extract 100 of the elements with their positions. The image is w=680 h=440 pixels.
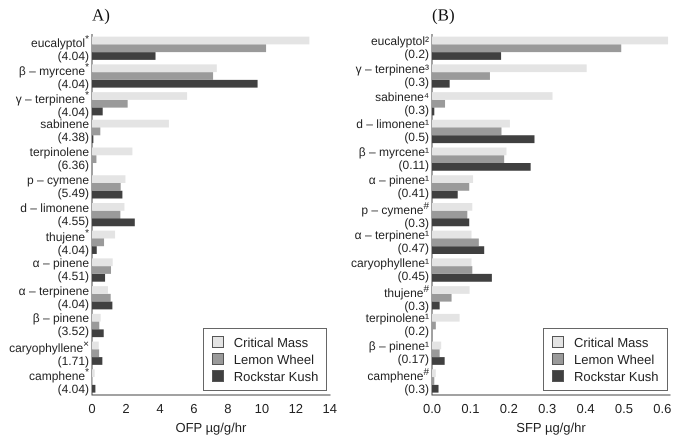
y-tick-label: caryophyllene¹ (0.45) [350, 256, 429, 284]
bar [432, 342, 442, 350]
y-tick-label: sabinene⁴ (0.3) [375, 90, 429, 117]
bar [92, 72, 214, 80]
bar [432, 120, 510, 128]
bar [92, 266, 112, 274]
bar [432, 314, 460, 322]
bar [432, 322, 436, 330]
x-tick-label: 0 [88, 401, 96, 416]
legend-label: Critical Mass [234, 334, 308, 350]
y-tick-label: β – myrcene¹ (0.11) [358, 145, 429, 172]
bar [92, 294, 111, 302]
bar [432, 148, 506, 156]
bar [92, 36, 310, 44]
y-tick-label: α – terpinene¹ (0.47) [354, 228, 429, 256]
bar [432, 175, 474, 183]
bar [432, 100, 446, 108]
bar [92, 230, 116, 238]
bar [432, 44, 622, 52]
x-tick-label: 0.3 [538, 401, 556, 416]
bar [432, 238, 479, 246]
bar [92, 92, 188, 100]
x-tick-label: 4 [156, 401, 164, 416]
y-tick-label: eucalyptol² (0.2) [370, 34, 429, 62]
chart-title: A) [92, 6, 110, 25]
y-tick-label: sabinene (4.38) [40, 117, 89, 144]
bar [432, 182, 470, 191]
bar [92, 64, 217, 72]
bar [92, 238, 104, 246]
bar [432, 266, 472, 274]
y-tick-label: α – pinene (4.51) [32, 256, 89, 284]
x-tick-label: 8 [224, 401, 232, 416]
bar [432, 202, 472, 211]
y-tick-label: β – myrcene$^{*}$ (4.04) [18, 62, 89, 91]
chart-title: (B) [432, 6, 455, 25]
bar [432, 155, 504, 164]
bar [432, 294, 452, 302]
y-tick-label: α – pinene¹ (0.41) [368, 172, 429, 200]
bar [432, 349, 440, 358]
x-tick-label: 0.5 [614, 401, 633, 416]
legend-label: Lemon Wheel [234, 352, 314, 367]
legend-label: Lemon Wheel [574, 352, 654, 367]
bar [432, 258, 472, 266]
bar [92, 314, 101, 322]
bar [432, 36, 668, 44]
x-axis-title: OFP µg/g/hr [175, 420, 247, 435]
x-tick-label: 14 [322, 401, 338, 416]
bar [432, 64, 587, 72]
bar [92, 210, 120, 218]
y-tick-label: terpinolene¹ (0.2) [366, 311, 429, 338]
x-tick-label: 6 [190, 401, 198, 416]
x-tick-label: 0.2 [500, 401, 518, 416]
y-tick-label: caryophyllene$^{×}$ (1.71) [9, 338, 89, 368]
bar [92, 128, 100, 136]
y-tick-label: γ – terpinene³ (0.3) [356, 62, 429, 89]
bar [92, 286, 108, 294]
y-tick-label: α – terpinene (4.04) [18, 284, 89, 311]
legend-label: Critical Mass [574, 334, 648, 350]
y-tick-label: β – pinene¹ (0.17) [368, 339, 429, 366]
y-tick-label: camphene$^{*}$ (4.04) [29, 366, 89, 396]
bar [432, 210, 468, 218]
bar [92, 120, 169, 128]
x-axis-title: SFP µg/g/hr [516, 420, 586, 435]
bar [92, 175, 126, 183]
y-tick-label: eucalyptol$^{*}$ (4.04) [31, 33, 89, 64]
x-tick-label: 0.0 [422, 401, 442, 416]
bar [432, 230, 472, 238]
y-tick-label: β – pinene (3.52) [32, 311, 89, 338]
bar [92, 182, 121, 191]
x-tick-label: 12 [288, 401, 304, 416]
y-tick-label: p – cymene$^{#}$ (0.3) [361, 200, 429, 230]
x-tick-label: 0.4 [576, 401, 595, 416]
bar [92, 100, 128, 108]
y-tick-label: thujene$^{#}$ (0.3) [384, 282, 429, 313]
x-tick-label: 2 [122, 401, 130, 416]
y-tick-label: d – limonene¹ (0.5) [356, 117, 429, 144]
bar [92, 349, 100, 358]
bar [92, 202, 124, 211]
bar [432, 286, 470, 294]
y-tick-label: p – cymene (5.49) [26, 172, 89, 200]
bar [92, 342, 99, 350]
bar [92, 148, 132, 156]
bar [432, 369, 436, 378]
bar [92, 322, 100, 330]
y-tick-label: thujene$^{*}$ (4.04) [46, 228, 89, 258]
y-tick-label: d – limonene (4.55) [20, 200, 89, 228]
y-tick-label: terpinolene (6.36) [30, 145, 89, 172]
y-tick-label: camphene$^{#}$ (0.3) [367, 366, 429, 396]
legend-label: Rockstar Kush [574, 368, 659, 384]
x-tick-label: 0.1 [461, 401, 480, 416]
bar [92, 155, 96, 164]
y-tick-label: γ – terpinene$^{*}$ (4.04) [16, 90, 89, 119]
x-tick-label: 10 [254, 401, 270, 416]
bar [92, 44, 266, 52]
bar [432, 92, 553, 100]
legend-label: Rockstar Kush [234, 368, 318, 384]
bar [432, 72, 490, 80]
bar [432, 128, 502, 136]
bar [92, 258, 113, 266]
x-tick-label: 0.6 [653, 401, 672, 416]
